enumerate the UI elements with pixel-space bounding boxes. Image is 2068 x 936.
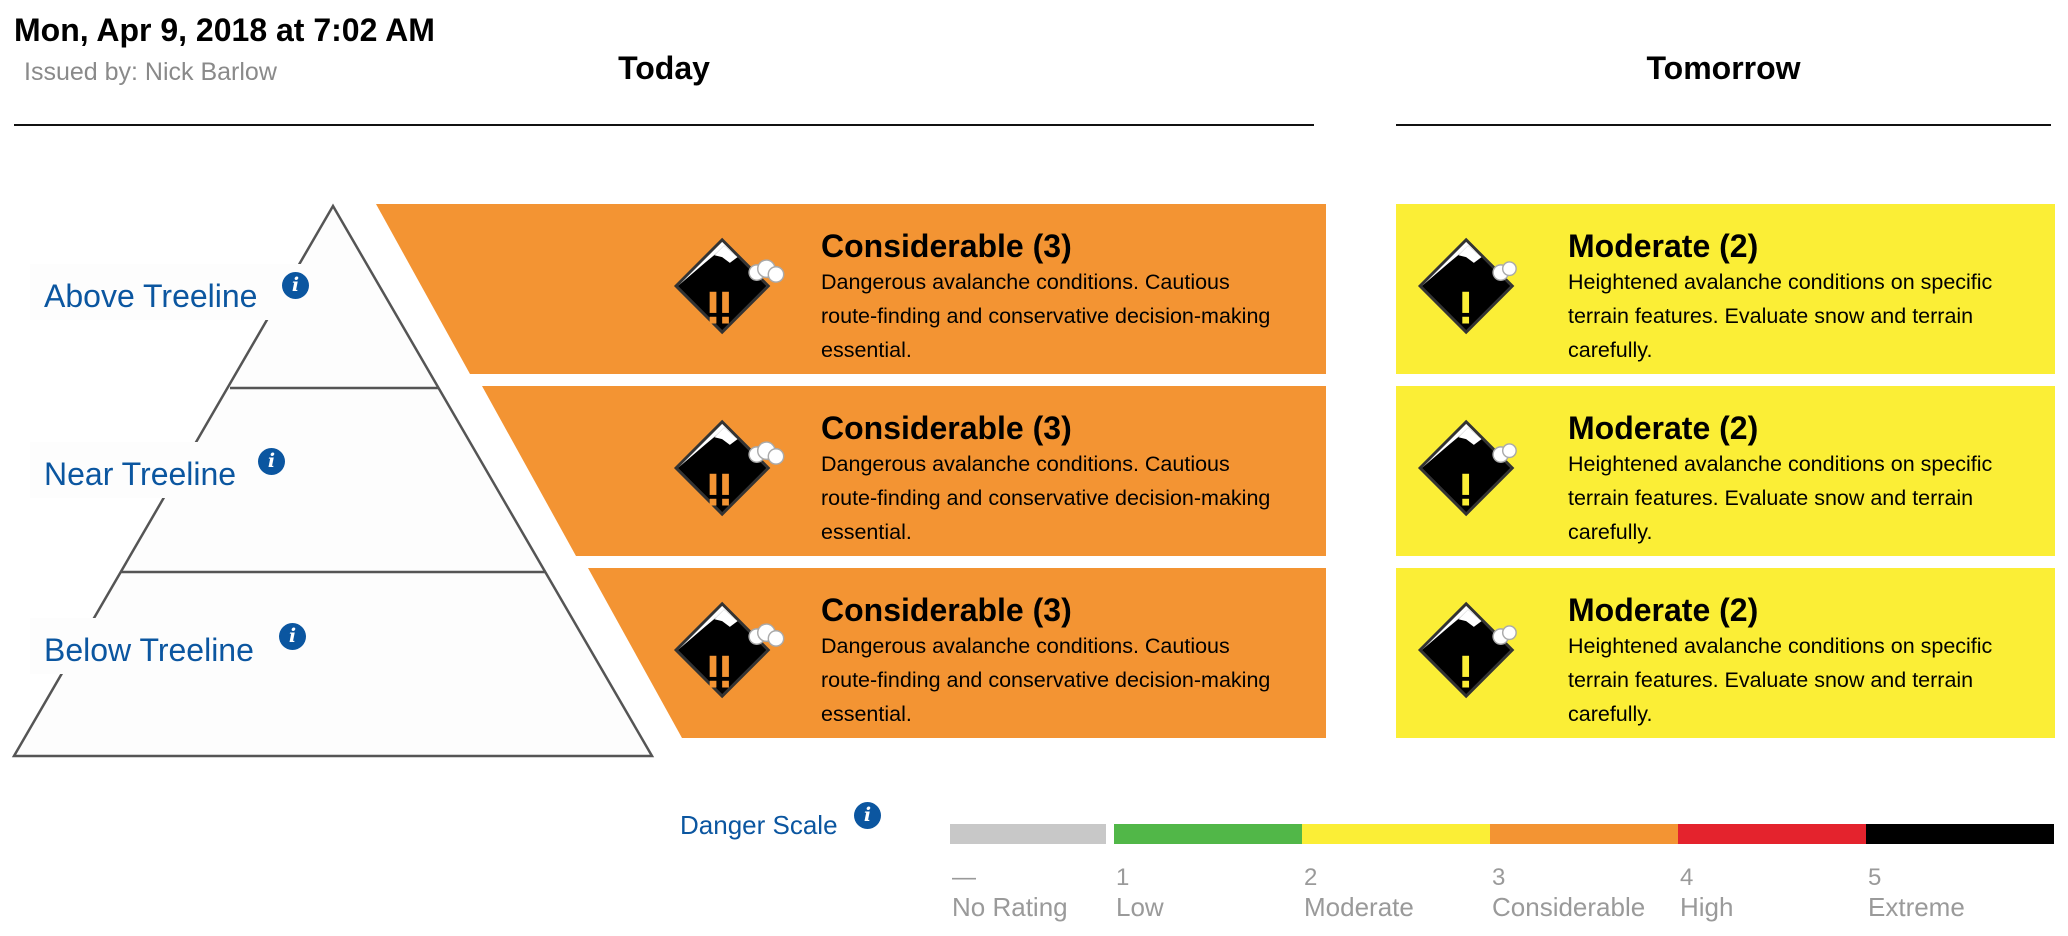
today-rating-below-treeline: Considerable (3) Dangerous avalanche con…	[821, 592, 1291, 731]
today-band-near-treeline	[482, 386, 1326, 556]
info-icon[interactable]: i	[282, 272, 309, 299]
tomorrow-divider	[1396, 124, 2051, 126]
scale-number-low: 1	[1116, 864, 1130, 891]
rating-description: Dangerous avalanche conditions. Cautious…	[821, 452, 1271, 544]
elevation-label-below-treeline: Below Treeline	[44, 632, 254, 668]
scale-segment-extreme	[1866, 824, 2054, 844]
tomorrow-rating-below-treeline: Moderate (2) Heightened avalanche condit…	[1568, 592, 2038, 731]
scale-segment-moderate	[1302, 824, 1490, 844]
scale-segment-low	[1114, 824, 1302, 844]
elevation-label-near-treeline: Near Treeline	[44, 456, 237, 492]
scale-number-moderate: 2	[1304, 864, 1318, 891]
scale-number-no-rating: —	[952, 864, 976, 891]
scale-segment-considerable	[1490, 824, 1678, 844]
scale-name-extreme: Extreme	[1868, 892, 1965, 922]
considerable-danger-icon	[674, 602, 786, 698]
elevation-label-above-treeline: Above Treeline	[44, 278, 258, 314]
scale-segment-high	[1678, 824, 1866, 844]
scale-name-moderate: Moderate	[1304, 892, 1414, 922]
info-icon[interactable]: i	[279, 623, 306, 650]
scale-name-low: Low	[1116, 892, 1164, 922]
forecast-date-title: Mon, Apr 9, 2018 at 7:02 AM	[14, 12, 435, 48]
scale-number-high: 4	[1680, 864, 1694, 891]
rating-title: Considerable (3)	[821, 592, 1072, 628]
scale-number-considerable: 3	[1492, 864, 1506, 891]
scale-name-considerable: Considerable	[1492, 892, 1646, 922]
scale-number-extreme: 5	[1868, 864, 1882, 891]
scale-name-no-rating: No Rating	[952, 892, 1068, 922]
moderate-danger-icon	[1418, 602, 1518, 698]
danger-scale-label: Danger Scale	[680, 810, 838, 840]
today-rating-above-treeline: Considerable (3) Dangerous avalanche con…	[821, 228, 1291, 367]
rating-description: Dangerous avalanche conditions. Cautious…	[821, 634, 1271, 726]
considerable-danger-icon	[674, 420, 786, 516]
rating-title: Moderate (2)	[1568, 228, 1759, 264]
today-band-below-treeline	[588, 568, 1326, 738]
elevation-pyramid	[11, 203, 655, 758]
tomorrow-rating-near-treeline: Moderate (2) Heightened avalanche condit…	[1568, 410, 2038, 549]
today-divider	[14, 124, 1314, 126]
moderate-danger-icon	[1418, 420, 1518, 516]
rating-title: Considerable (3)	[821, 410, 1072, 446]
tomorrow-heading: Tomorrow	[1646, 50, 1801, 86]
rating-title: Moderate (2)	[1568, 410, 1759, 446]
rating-description: Heightened avalanche conditions on speci…	[1568, 634, 1993, 726]
rating-description: Heightened avalanche conditions on speci…	[1568, 452, 1993, 544]
info-icon[interactable]: i	[854, 802, 881, 829]
rating-description: Heightened avalanche conditions on speci…	[1568, 270, 1993, 362]
today-band-above-treeline	[376, 204, 1326, 374]
info-icon[interactable]: i	[258, 448, 285, 475]
rating-title: Considerable (3)	[821, 228, 1072, 264]
moderate-danger-icon	[1418, 238, 1518, 334]
tomorrow-rating-above-treeline: Moderate (2) Heightened avalanche condit…	[1568, 228, 2038, 367]
considerable-danger-icon	[674, 238, 786, 334]
rating-description: Dangerous avalanche conditions. Cautious…	[821, 270, 1271, 362]
rating-title: Moderate (2)	[1568, 592, 1759, 628]
scale-name-high: High	[1680, 892, 1734, 922]
scale-segment-no-rating	[950, 824, 1106, 844]
today-heading: Today	[618, 50, 710, 86]
today-rating-near-treeline: Considerable (3) Dangerous avalanche con…	[821, 410, 1291, 549]
issued-by: Issued by: Nick Barlow	[24, 58, 277, 86]
